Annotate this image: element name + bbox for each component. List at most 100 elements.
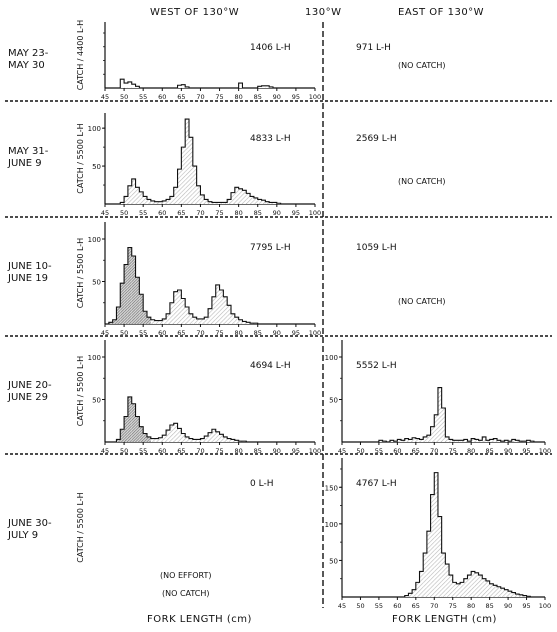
histogram-bar	[196, 439, 201, 442]
histogram-bar	[404, 595, 409, 597]
histogram-bar	[158, 437, 163, 442]
x-tick-label: 50	[120, 209, 128, 217]
x-tick-label: 55	[139, 93, 147, 101]
histogram-bar	[185, 307, 189, 324]
histogram-bar	[150, 319, 155, 324]
histogram-bar	[489, 583, 494, 597]
x-tick-label: 55	[375, 447, 383, 455]
x-tick-label: 60	[158, 209, 166, 217]
histogram-bar	[215, 431, 220, 442]
histogram-outline	[105, 118, 315, 205]
histogram-bar	[181, 298, 186, 324]
histogram-bar	[238, 188, 243, 204]
note-label: (NO CATCH)	[162, 589, 210, 598]
histogram-bar	[143, 196, 147, 204]
x-tick-label: 55	[139, 209, 147, 217]
histogram-bar	[169, 425, 174, 442]
x-tick-label: 90	[504, 602, 512, 610]
histogram-bar	[227, 438, 231, 442]
x-tick-label: 50	[120, 329, 128, 337]
histogram-outline	[105, 78, 315, 89]
histogram-bar	[154, 201, 159, 204]
histogram-bar	[204, 436, 209, 442]
histogram-bar	[261, 200, 266, 204]
x-tick-label: 95	[292, 209, 300, 217]
x-tick-label: 90	[273, 447, 281, 455]
histogram-bar	[112, 319, 117, 324]
histogram-bar	[231, 192, 235, 204]
effort-label: 7795 L-H	[250, 243, 291, 253]
histogram-bar	[150, 438, 155, 442]
x-tick-label: 55	[139, 447, 147, 455]
histogram-bar	[127, 81, 132, 88]
histogram-bar	[204, 317, 209, 324]
effort-label: 4694 L-H	[250, 361, 291, 371]
x-tick-label: 60	[158, 447, 166, 455]
histogram-bar	[508, 591, 512, 597]
histogram-bar	[177, 428, 182, 442]
histogram-bar	[196, 185, 201, 204]
histogram-bar	[200, 194, 205, 204]
histogram-bar	[204, 199, 209, 204]
x-tick-label: 45	[101, 447, 109, 455]
histogram-bar	[227, 199, 231, 204]
histogram-bar	[404, 438, 409, 442]
x-tick-label: 60	[158, 329, 166, 337]
histogram-bar	[504, 589, 509, 597]
x-tick-label: 75	[449, 447, 457, 455]
x-tick-label: 65	[412, 602, 420, 610]
header-center: 130°W	[305, 7, 342, 18]
histogram-bar	[192, 317, 197, 324]
histogram-bar	[154, 438, 159, 442]
histogram-bar	[173, 291, 178, 324]
histogram-bar	[173, 187, 178, 204]
histogram-bar	[408, 439, 413, 442]
x-tick-label: 75	[215, 93, 223, 101]
histogram-bar	[131, 178, 136, 204]
histogram-bar	[449, 439, 453, 442]
histogram-bar	[108, 322, 113, 324]
x-tick-label: 45	[101, 329, 109, 337]
histogram-bar	[419, 571, 424, 597]
x-tick-label: 80	[467, 602, 475, 610]
y-axis-title: CATCH / 4400 L-H	[76, 20, 85, 90]
x-tick-label: 75	[449, 602, 457, 610]
histogram-bar	[246, 322, 251, 324]
histogram-bar	[231, 313, 235, 324]
x-tick-label: 70	[430, 602, 438, 610]
histogram-bar	[515, 594, 520, 597]
x-tick-label: 90	[273, 209, 281, 217]
x-tick-label: 95	[522, 602, 530, 610]
x-tick-label: 55	[139, 329, 147, 337]
histogram-bar	[162, 318, 167, 324]
period-label: JUNE 19	[7, 273, 48, 284]
histogram-bar	[273, 202, 277, 204]
histogram-bar	[412, 589, 416, 597]
histogram-bar	[493, 585, 498, 597]
effort-label: 2569 L-H	[356, 134, 397, 144]
histogram-bar	[378, 440, 383, 442]
histogram-bar	[419, 439, 424, 442]
x-tick-label: 65	[177, 209, 185, 217]
histogram-bar	[253, 197, 258, 204]
x-tick-label: 80	[234, 447, 242, 455]
x-tick-label: 70	[430, 447, 438, 455]
histogram-bar	[120, 79, 125, 88]
x-tick-label: 45	[101, 93, 109, 101]
histogram-bar	[482, 578, 486, 597]
x-tick-label: 45	[338, 602, 346, 610]
histogram-bar	[423, 436, 427, 442]
y-axis-title: CATCH / 5500 L-H	[76, 356, 85, 426]
histogram-bar	[154, 320, 159, 324]
histogram-bar	[223, 202, 228, 204]
y-tick-label: 100	[325, 354, 338, 362]
histogram-bar	[166, 430, 170, 442]
histogram-bar	[456, 440, 461, 442]
histogram-bar	[120, 202, 125, 204]
histogram-bar	[166, 313, 170, 324]
histogram-bar	[474, 572, 479, 597]
y-tick-label: 100	[88, 354, 101, 362]
x-tick-label: 95	[292, 447, 300, 455]
histogram-bar	[181, 84, 186, 88]
histogram-bar	[511, 439, 516, 442]
